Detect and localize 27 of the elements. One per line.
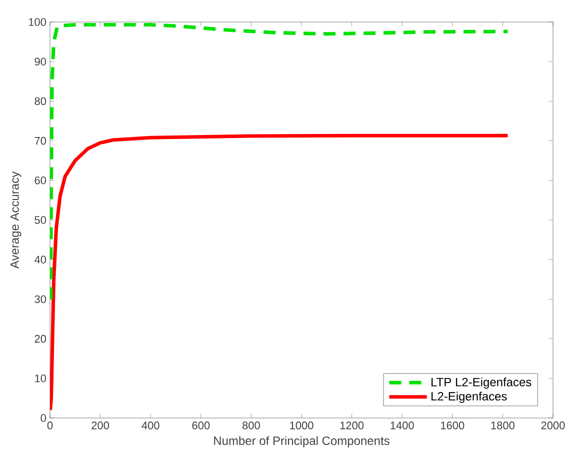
y-tick-label: 80 [34, 97, 46, 106]
x-tick-label: 1200 [340, 422, 364, 430]
y-tick-label: 20 [34, 334, 46, 343]
x-tick-label: 200 [92, 422, 110, 430]
x-tick-label: 0 [47, 422, 53, 430]
y-tick-label: 60 [34, 176, 46, 184]
line-series [50, 23, 510, 301]
y-axis-title: Average Accuracy [10, 171, 22, 269]
x-tick-label: 400 [142, 422, 160, 430]
y-tick-label: 10 [35, 374, 46, 382]
x-tick-label: 1400 [390, 422, 414, 430]
x-tick-label: 1800 [491, 422, 514, 430]
x-tick-label: 800 [242, 422, 260, 430]
y-tick-label: 0 [40, 414, 46, 422]
y-tick-label: 100 [28, 18, 46, 26]
y-tick-label: 40 [34, 256, 46, 264]
x-tick-label: 1600 [441, 422, 464, 430]
legend-label: L2-Eigenfaces [432, 392, 507, 403]
y-tick-label: 30 [34, 295, 46, 304]
y-tick-label: 70 [34, 136, 46, 145]
y-tick-label: 50 [34, 216, 46, 224]
x-tick-label: 2000 [541, 422, 565, 430]
x-axis-title: Number of Principal Components [214, 436, 390, 448]
x-tick-label: 600 [192, 422, 210, 430]
y-tick-label: 90 [34, 58, 46, 66]
x-tick-label: 1000 [290, 422, 314, 430]
legend-label: LTP L2-Eigenfaces [432, 378, 532, 389]
